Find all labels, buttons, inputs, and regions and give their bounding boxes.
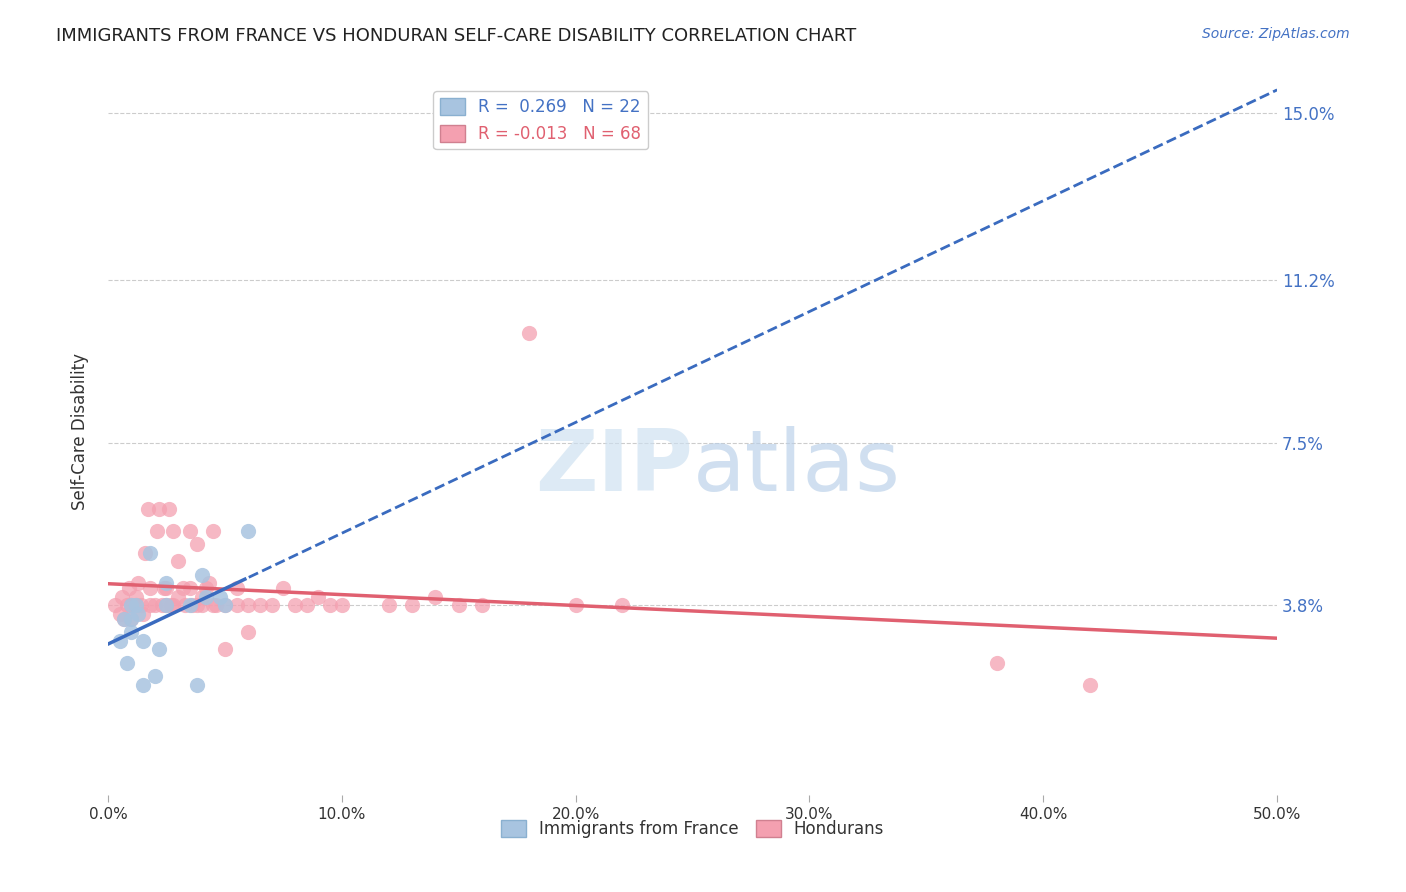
Point bbox=[111, 590, 134, 604]
Point bbox=[127, 607, 149, 622]
Point bbox=[260, 599, 283, 613]
Point bbox=[115, 599, 138, 613]
Point bbox=[148, 642, 170, 657]
Point bbox=[209, 590, 232, 604]
Point bbox=[197, 576, 219, 591]
Point bbox=[108, 607, 131, 622]
Point bbox=[307, 590, 329, 604]
Text: Source: ZipAtlas.com: Source: ZipAtlas.com bbox=[1202, 27, 1350, 41]
Point bbox=[139, 599, 162, 613]
Point bbox=[401, 599, 423, 613]
Point bbox=[319, 599, 342, 613]
Point bbox=[238, 624, 260, 639]
Point bbox=[238, 599, 260, 613]
Point bbox=[112, 612, 135, 626]
Point bbox=[202, 599, 225, 613]
Point bbox=[214, 599, 236, 613]
Point bbox=[249, 599, 271, 613]
Point bbox=[160, 599, 183, 613]
Point bbox=[186, 537, 208, 551]
Point bbox=[167, 554, 190, 568]
Point bbox=[134, 546, 156, 560]
Point bbox=[143, 669, 166, 683]
Point bbox=[155, 576, 177, 591]
Point bbox=[120, 624, 142, 639]
Point bbox=[125, 599, 148, 613]
Point bbox=[120, 599, 142, 613]
Point bbox=[214, 599, 236, 613]
Point bbox=[118, 581, 141, 595]
Point bbox=[330, 599, 353, 613]
Point bbox=[564, 599, 586, 613]
Point bbox=[190, 590, 212, 604]
Point bbox=[612, 599, 634, 613]
Point bbox=[190, 599, 212, 613]
Point bbox=[108, 633, 131, 648]
Point bbox=[181, 599, 204, 613]
Point bbox=[204, 599, 226, 613]
Point bbox=[295, 599, 318, 613]
Point bbox=[132, 633, 155, 648]
Point bbox=[195, 581, 218, 595]
Point bbox=[143, 599, 166, 613]
Point bbox=[195, 590, 218, 604]
Point bbox=[986, 656, 1008, 670]
Point bbox=[162, 599, 184, 613]
Point bbox=[172, 581, 194, 595]
Point bbox=[125, 590, 148, 604]
Point bbox=[136, 501, 159, 516]
Point bbox=[225, 599, 247, 613]
Point bbox=[155, 599, 177, 613]
Point bbox=[190, 567, 212, 582]
Point bbox=[120, 599, 142, 613]
Point bbox=[132, 607, 155, 622]
Point bbox=[238, 524, 260, 538]
Point bbox=[179, 524, 201, 538]
Point bbox=[162, 524, 184, 538]
Point bbox=[284, 599, 307, 613]
Point bbox=[425, 590, 447, 604]
Point bbox=[179, 599, 201, 613]
Point bbox=[146, 524, 169, 538]
Point bbox=[139, 546, 162, 560]
Point bbox=[157, 501, 180, 516]
Point bbox=[214, 642, 236, 657]
Point bbox=[139, 581, 162, 595]
Point bbox=[120, 612, 142, 626]
Text: IMMIGRANTS FROM FRANCE VS HONDURAN SELF-CARE DISABILITY CORRELATION CHART: IMMIGRANTS FROM FRANCE VS HONDURAN SELF-… bbox=[56, 27, 856, 45]
Point bbox=[186, 599, 208, 613]
Legend: Immigrants from France, Hondurans: Immigrants from France, Hondurans bbox=[495, 813, 891, 845]
Point bbox=[127, 576, 149, 591]
Point bbox=[447, 599, 470, 613]
Point bbox=[273, 581, 295, 595]
Point bbox=[471, 599, 494, 613]
Text: ZIP: ZIP bbox=[534, 426, 693, 509]
Point bbox=[179, 581, 201, 595]
Point bbox=[104, 599, 127, 613]
Point bbox=[132, 678, 155, 692]
Y-axis label: Self-Care Disability: Self-Care Disability bbox=[72, 353, 89, 510]
Point bbox=[148, 501, 170, 516]
Point bbox=[115, 656, 138, 670]
Point bbox=[153, 581, 176, 595]
Point bbox=[125, 599, 148, 613]
Point bbox=[120, 612, 142, 626]
Text: atlas: atlas bbox=[693, 426, 901, 509]
Point bbox=[129, 599, 152, 613]
Point bbox=[186, 678, 208, 692]
Point bbox=[155, 599, 177, 613]
Point bbox=[167, 590, 190, 604]
Point bbox=[202, 524, 225, 538]
Point bbox=[112, 612, 135, 626]
Point bbox=[377, 599, 399, 613]
Point bbox=[174, 599, 197, 613]
Point bbox=[1078, 678, 1101, 692]
Point bbox=[155, 581, 177, 595]
Point bbox=[225, 581, 247, 595]
Point bbox=[150, 599, 173, 613]
Point bbox=[517, 326, 540, 340]
